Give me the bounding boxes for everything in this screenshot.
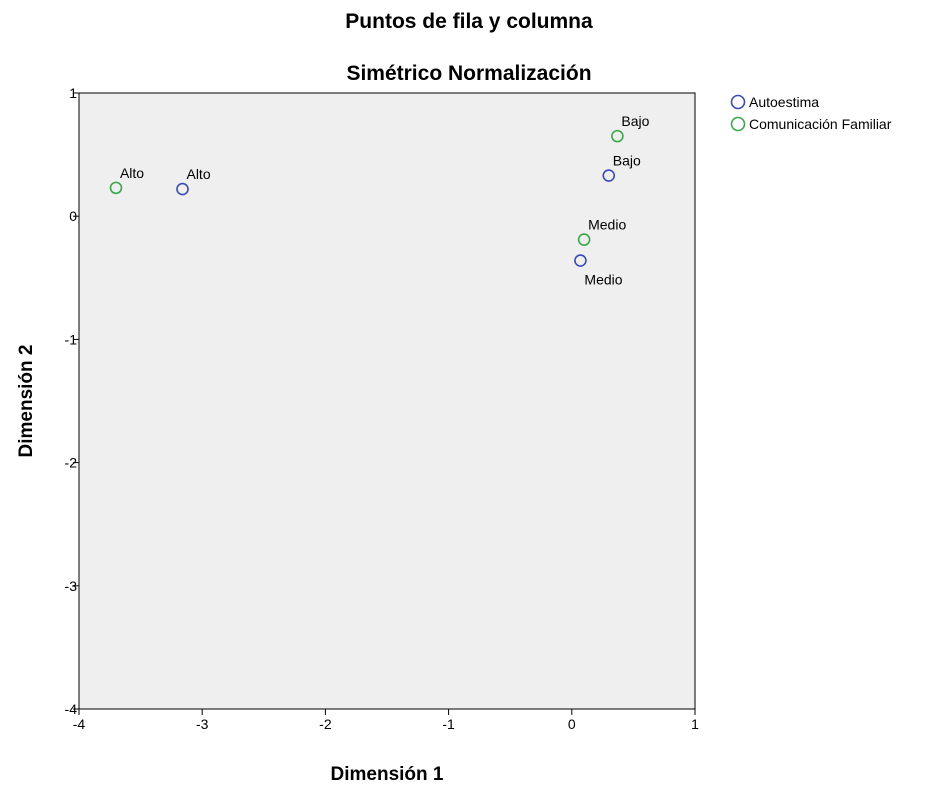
chart-title: Puntos de fila y columna: [345, 10, 593, 33]
y-tick-label: -2: [65, 455, 78, 471]
legend-marker: [730, 94, 746, 110]
data-point: [574, 254, 587, 267]
y-tick-label: 0: [69, 208, 77, 224]
data-point: [611, 129, 624, 143]
y-tick-label: -1: [65, 331, 78, 347]
data-point: [602, 169, 616, 182]
y-axis-title: Dimensión 2: [16, 345, 37, 458]
data-point: [577, 233, 591, 246]
x-tick-label: 1: [691, 716, 699, 732]
point-label: Medio: [588, 217, 626, 233]
legend-label: Comunicación Familiar: [749, 116, 892, 132]
x-tick-label: 0: [568, 716, 576, 732]
point-label: Alto: [186, 166, 210, 182]
legend-label: Autoestima: [749, 94, 819, 110]
data-point: [109, 181, 123, 195]
x-tick-label: -4: [73, 716, 86, 732]
x-tick-label: -1: [442, 716, 455, 732]
legend: Autoestima Comunicación Familiar: [730, 94, 892, 132]
y-tick-label: -3: [65, 578, 78, 594]
y-tick-label: -4: [65, 701, 78, 717]
x-tick-label: -3: [196, 716, 209, 732]
data-point: [176, 182, 189, 196]
x-axis-title: Dimensión 1: [331, 764, 444, 785]
plot-area: [78, 92, 696, 710]
chart-subtitle: Simétrico Normalización: [346, 62, 591, 85]
y-tick-label: 1: [69, 85, 77, 101]
legend-marker: [730, 116, 746, 132]
x-tick-label: -2: [319, 716, 332, 732]
point-label: Bajo: [621, 113, 649, 129]
point-label: Alto: [120, 165, 144, 181]
point-label: Bajo: [613, 153, 641, 169]
point-label: Medio: [584, 272, 622, 288]
